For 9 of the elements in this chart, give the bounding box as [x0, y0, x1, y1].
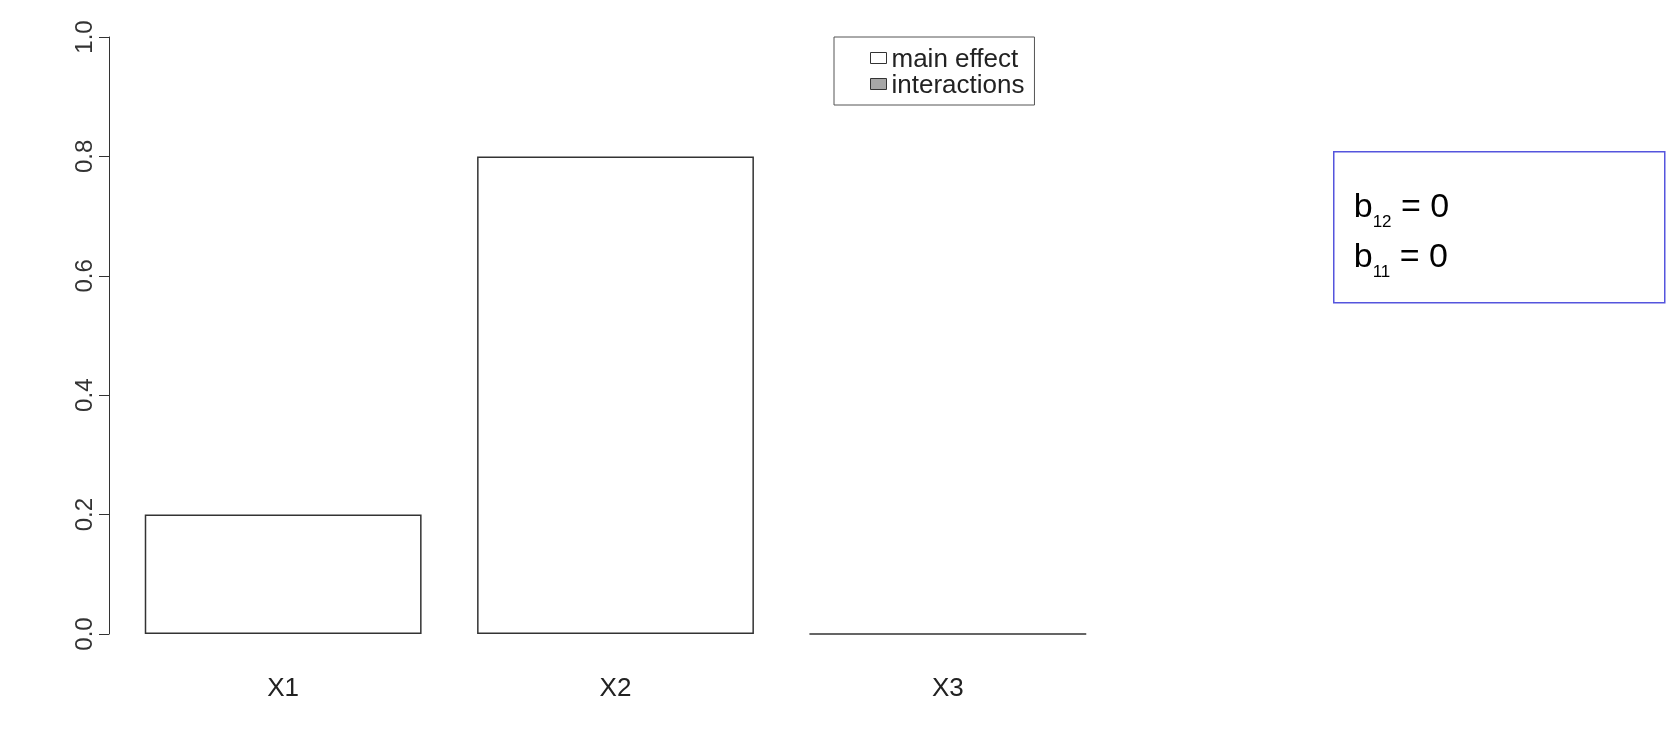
y-tick-label: 0.8 — [69, 139, 97, 174]
y-tick-label: 0.6 — [69, 259, 97, 293]
y-tick-label: 0.4 — [69, 378, 97, 412]
y-tick-label: 1.0 — [69, 20, 97, 54]
x-tick-label: X3 — [931, 672, 964, 702]
y-tick-label: 0.0 — [69, 617, 97, 651]
x-tick-label: X1 — [267, 672, 300, 702]
y-tick-label: 0.2 — [69, 497, 97, 532]
x-tick-label: X2 — [599, 672, 632, 702]
